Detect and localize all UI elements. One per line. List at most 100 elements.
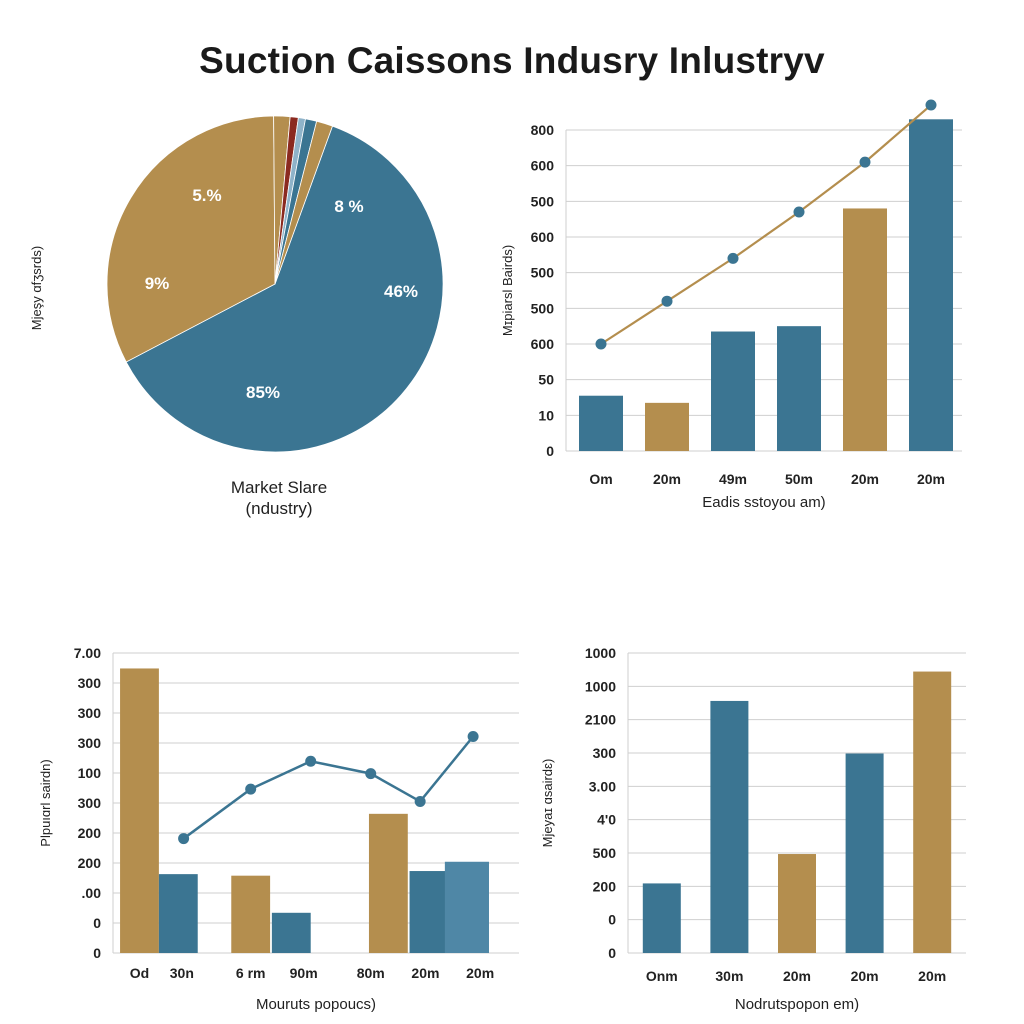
y-tick-label: 600	[531, 336, 555, 352]
x-tick-label: 50m	[785, 471, 813, 487]
x-tick-label: 20m	[411, 965, 439, 981]
line-point	[925, 99, 937, 111]
bar	[409, 871, 449, 953]
y-tick-label: 0	[608, 912, 616, 928]
x-tick-label: 20m	[851, 968, 879, 984]
x-tick-label: 6 rm	[236, 965, 266, 981]
x-tick-label: 49m	[719, 471, 747, 487]
x-tick-label: 80m	[357, 965, 385, 981]
y-tick-label: 600	[531, 158, 555, 174]
pie-slice-6	[274, 120, 333, 285]
y-tick-label: 600	[531, 229, 555, 245]
bar	[843, 208, 887, 451]
y-tick-label: .00	[82, 885, 102, 901]
y-tick-label: 4'0	[597, 812, 616, 828]
dashboard-title: Suction Caissons Indusry Inlustryv	[199, 40, 825, 81]
pie-caption-sub: (ndustry)	[245, 499, 312, 518]
bar	[777, 326, 821, 451]
bar	[711, 331, 755, 451]
y-tick-label: 10	[538, 407, 554, 423]
bar	[579, 395, 623, 451]
y-tick-label: 500	[531, 193, 555, 209]
x-tick-label: 90m	[290, 965, 318, 981]
y-tick-label: 1000	[585, 645, 616, 661]
line-point	[245, 783, 257, 795]
line-point	[365, 768, 377, 780]
bar	[444, 861, 489, 953]
y-axis-label: Mjeyaɪ ɑsairdɛ)	[540, 759, 555, 848]
bar	[158, 874, 198, 953]
line-point	[305, 755, 317, 767]
line-point	[661, 295, 673, 307]
x-axis-label: Eadis sstoyou am)	[702, 494, 825, 511]
bar	[778, 854, 816, 953]
trend-line	[600, 104, 932, 345]
line-point	[178, 833, 190, 845]
line-point	[414, 795, 426, 807]
y-tick-label: 0	[93, 915, 101, 931]
y-tick-label: 7.00	[74, 645, 101, 661]
bar	[120, 668, 159, 953]
bar	[642, 883, 681, 953]
y-tick-label: 500	[531, 300, 555, 316]
pie-caption: Market Slare	[231, 478, 327, 497]
line-point	[595, 338, 607, 350]
bar	[909, 119, 953, 452]
bar	[913, 671, 952, 953]
x-tick-label: 20m	[918, 968, 946, 984]
line-point	[727, 252, 739, 264]
y-tick-label: 300	[78, 735, 102, 751]
bar	[368, 813, 408, 953]
x-tick-label: 20m	[653, 471, 681, 487]
pie-slice-label: 46%	[384, 282, 418, 301]
pie-slice-label: 5.%	[192, 186, 221, 205]
line-point	[859, 156, 871, 168]
y-tick-label: 200	[78, 825, 102, 841]
y-tick-label: 0	[608, 945, 616, 961]
x-tick-label: 20m	[783, 968, 811, 984]
x-tick-label: 20m	[851, 471, 879, 487]
y-tick-label: 0	[546, 443, 554, 459]
y-axis-label: Mɪpiarsl Bairds)	[500, 245, 515, 336]
x-tick-label: Od	[130, 965, 149, 981]
trend-line	[182, 735, 475, 840]
y-tick-label: 1000	[585, 678, 616, 694]
x-axis-label: Mouruts popoucs)	[256, 996, 376, 1013]
x-tick-label: 20m	[466, 965, 494, 981]
bar	[271, 912, 311, 953]
x-tick-label: Om	[589, 471, 612, 487]
x-axis-label: Nodrutspopon em)	[735, 996, 859, 1013]
y-axis-label: Plpuıɑrl sairdn)	[38, 759, 53, 846]
y-tick-label: 3.00	[589, 778, 616, 794]
pie-slice-1	[106, 115, 276, 363]
y-tick-label: 500	[531, 265, 555, 281]
y-tick-label: 0	[93, 945, 101, 961]
y-tick-label: 300	[78, 705, 102, 721]
y-tick-label: 200	[78, 855, 102, 871]
y-tick-label: 50	[538, 372, 554, 388]
pie-y-axis-label: Mjeşy ɑfʒsrds)	[29, 246, 44, 330]
line-point	[793, 206, 805, 218]
line-point	[467, 731, 479, 743]
pie-slice-label: 9%	[145, 274, 170, 293]
y-tick-label: 300	[78, 675, 102, 691]
x-tick-label: 20m	[917, 471, 945, 487]
pie-slice-label: 8 %	[334, 197, 363, 216]
x-tick-label: Onm	[646, 968, 678, 984]
bar	[231, 875, 271, 953]
y-tick-label: 2100	[585, 712, 616, 728]
y-tick-label: 800	[531, 122, 555, 138]
bar	[645, 402, 689, 451]
x-tick-label: 30m	[715, 968, 743, 984]
bar	[845, 753, 884, 953]
pie-slice-label: 85%	[246, 383, 280, 402]
x-tick-label: 30n	[170, 965, 194, 981]
bar	[710, 700, 749, 953]
y-tick-label: 300	[78, 795, 102, 811]
y-tick-label: 300	[593, 745, 617, 761]
y-tick-label: 500	[593, 845, 617, 861]
y-tick-label: 200	[593, 878, 617, 894]
y-tick-label: 100	[78, 765, 102, 781]
